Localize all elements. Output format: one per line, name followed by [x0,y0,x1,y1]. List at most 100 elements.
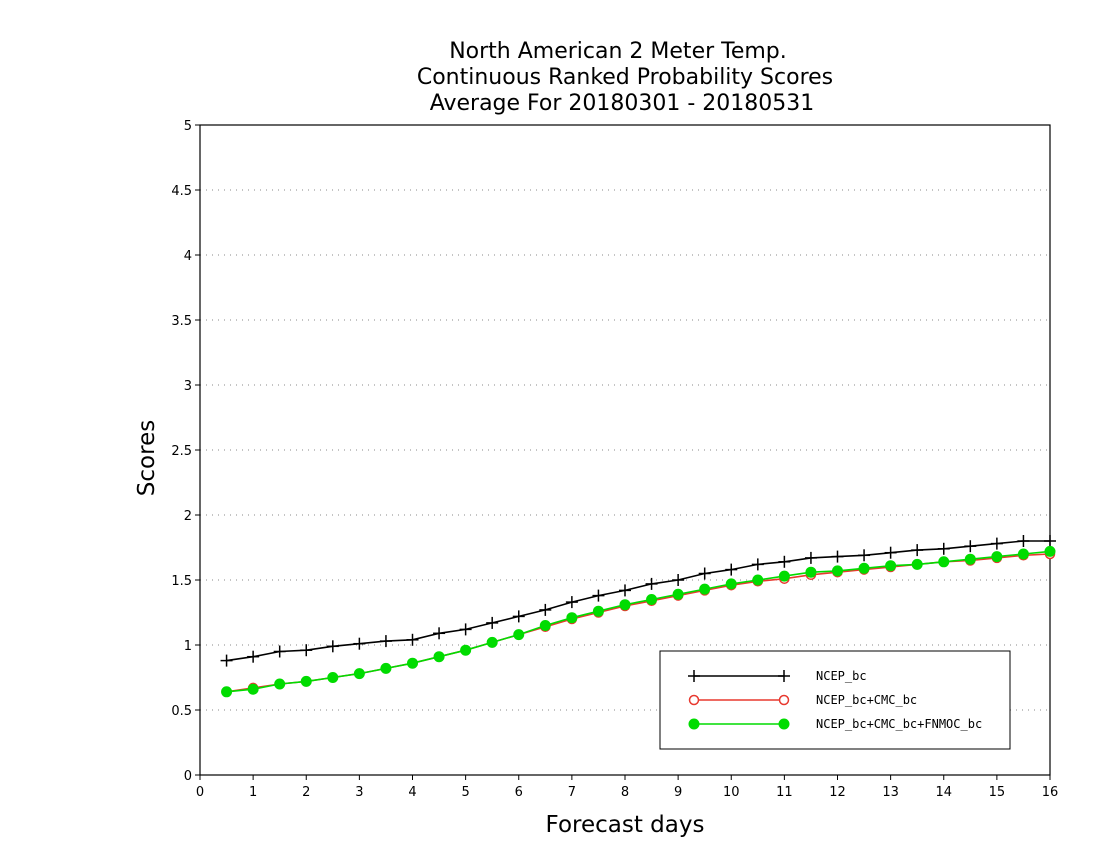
series-1 [220,535,1056,667]
data-point [752,574,764,586]
data-point [300,675,312,687]
legend-entry: NCEP_bc+CMC_bc [688,693,917,707]
y-tick-label: 0.5 [171,704,192,719]
data-point [1044,545,1056,557]
data-point [221,686,233,698]
gridlines [200,124,1050,711]
data-point [778,670,790,682]
data-point [688,670,700,682]
data-point [353,668,365,680]
data-point [619,584,631,597]
data-point [486,616,499,629]
data-point [327,672,339,683]
data-point [778,555,791,568]
data-point [778,694,790,706]
y-axis-label: Scores [134,420,160,496]
data-point [884,546,897,559]
x-tick-label: 2 [302,785,310,800]
x-tick-label: 4 [408,785,416,800]
x-tick-label: 14 [935,785,952,800]
legend-label: NCEP_bc [816,669,867,683]
data-point [1017,548,1029,560]
data-point [990,537,1003,550]
title-line-1: North American 2 Meter Temp. [449,39,787,64]
data-point [832,565,843,577]
data-point [911,544,924,557]
data-point [885,560,897,572]
data-point [379,635,392,648]
data-point [778,570,790,582]
x-tick-label: 5 [461,785,469,800]
x-tick-label: 9 [674,785,682,800]
y-tick-label: 2.5 [171,444,192,459]
data-point [247,650,260,663]
data-point [645,577,658,590]
x-tick-label: 3 [355,785,363,800]
legend-entry: NCEP_bc [688,669,867,683]
legend-entry: NCEP_bc+CMC_bc+FNMOC_bc [688,717,982,731]
x-tick-label: 6 [515,785,523,800]
data-point [778,718,790,730]
y-tick-label: 4 [184,249,192,264]
data-point [273,645,286,658]
chart-title: North American 2 Meter Temp. Continuous … [417,39,833,116]
x-tick-label: 8 [621,785,629,800]
data-point [512,610,525,623]
data-point [406,633,419,646]
legend-label: NCEP_bc+CMC_bc+FNMOC_bc [816,717,982,731]
data-point [539,603,552,616]
data-point [725,563,738,576]
x-tick-label: 12 [829,785,846,800]
data-point [513,629,525,641]
data-point [937,542,950,555]
data-point [991,551,1003,563]
data-point [592,589,605,602]
data-point [672,574,685,586]
data-point [1044,535,1056,547]
x-tick-label: 7 [568,785,576,800]
data-point [725,578,737,590]
series-3 [221,545,1056,698]
x-tick-label: 10 [723,785,740,800]
series-layer [220,535,1056,698]
data-point [1017,535,1030,547]
x-tick-label: 1 [249,785,257,800]
x-axis: 0 1 2 3 4 5 6 7 8 9 10 11 12 13 14 15 16 [196,775,1058,800]
data-point [688,718,700,730]
legend: NCEP_bc NCEP_bc+CMC_bc NCEP_bc+CMC_bc+FNMO… [659,650,1011,750]
data-point [565,596,578,609]
legend-label: NCEP_bc+CMC_bc [816,693,917,707]
data-point [486,636,498,648]
data-point [698,567,711,580]
x-axis-label: Forecast days [546,812,705,838]
data-point [220,654,233,667]
data-point [247,683,259,695]
data-point [858,562,870,574]
y-tick-label: 1 [184,639,192,654]
data-point [407,657,418,669]
data-point [805,566,817,578]
data-point [433,627,446,640]
data-point [938,556,950,568]
data-point [353,637,366,650]
data-point [300,644,313,657]
data-point [804,551,817,564]
data-point [751,558,764,571]
y-tick-label: 1.5 [171,574,192,589]
data-point [539,620,551,631]
data-point [460,644,472,656]
x-tick-label: 0 [196,785,204,800]
data-point [592,605,604,617]
title-line-2: Continuous Ranked Probability Scores [417,65,833,90]
y-tick-label: 4.5 [171,184,192,199]
data-point [274,678,286,690]
x-tick-label: 13 [882,785,899,800]
series-line [226,540,1050,662]
data-point [433,651,445,663]
data-point [831,550,844,563]
x-tick-label: 16 [1042,785,1059,800]
data-point [858,549,871,562]
y-tick-label: 3.5 [171,314,192,329]
y-tick-label: 2 [184,509,192,524]
